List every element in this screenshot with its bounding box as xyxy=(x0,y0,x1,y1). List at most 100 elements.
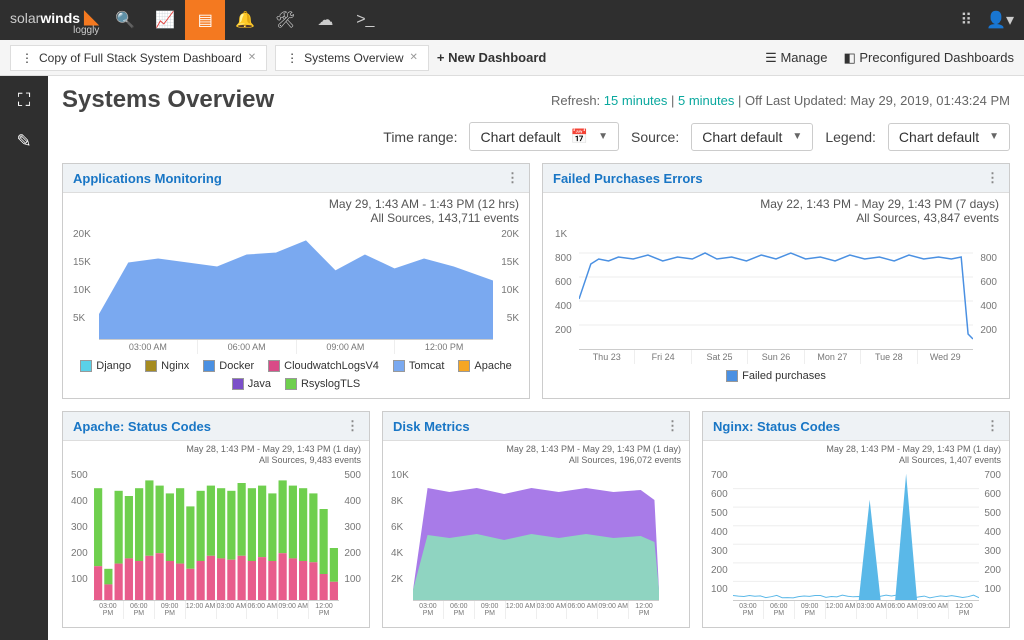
source-value: Chart default xyxy=(702,129,782,145)
panel-title[interactable]: Disk Metrics xyxy=(393,419,470,434)
refresh-off[interactable]: Off xyxy=(745,93,762,108)
xtick: Mon 27 xyxy=(805,350,861,364)
legend-label: Apache xyxy=(474,360,511,372)
panel-menu-icon[interactable]: ⋮ xyxy=(506,170,519,186)
panel-events: All Sources, 1,407 events xyxy=(711,455,1001,466)
ytick: 200 xyxy=(711,565,728,576)
panel-menu-icon[interactable]: ⋮ xyxy=(986,418,999,434)
topbar: solarwinds ◣ loggly 🔍 📈 ▤ 🔔 🛠 ☁ >_ ⠿ 👤▾ xyxy=(0,0,1024,40)
chart-icon[interactable]: 📈 xyxy=(145,0,185,40)
refresh-info: Refresh: 15 minutes | 5 minutes | Off La… xyxy=(551,93,1010,108)
legend-label: Legend: xyxy=(825,129,876,145)
fullscreen-icon[interactable]: ⛶ xyxy=(18,90,31,111)
ytick: 100 xyxy=(344,574,361,585)
panel-range: May 28, 1:43 PM - May 29, 1:43 PM (1 day… xyxy=(71,444,361,455)
bell-icon[interactable]: 🔔 xyxy=(225,0,265,40)
chevron-down-icon: ▼ xyxy=(598,131,608,142)
refresh-5m[interactable]: 5 minutes xyxy=(678,93,734,108)
page-title: Systems Overview xyxy=(62,86,274,114)
panel-events: All Sources, 143,711 events xyxy=(73,211,519,225)
swatch xyxy=(145,360,157,372)
chart-disk: 10K 8K 6K 4K 2K xyxy=(391,470,681,600)
xtick: 09:00 AM xyxy=(918,601,949,619)
cloud-icon[interactable]: ☁ xyxy=(305,0,345,40)
new-dashboard-button[interactable]: + New Dashboard xyxy=(437,50,546,65)
xtick: 03:00 PM xyxy=(93,601,124,619)
ytick: 200 xyxy=(344,548,361,559)
xaxis: 03:00 AM 06:00 AM 09:00 AM 12:00 PM xyxy=(99,339,493,354)
refresh-15m[interactable]: 15 minutes xyxy=(604,93,668,108)
ytick: 20K xyxy=(73,229,91,240)
manage-link[interactable]: ☰ Manage xyxy=(765,50,827,66)
user-icon[interactable]: 👤▾ xyxy=(986,10,1014,30)
legend-item[interactable]: Apache xyxy=(458,360,511,372)
source-select[interactable]: Chart default ▼ xyxy=(691,123,813,151)
legend-label: Failed purchases xyxy=(742,370,826,382)
panel-events: All Sources, 43,847 events xyxy=(553,211,999,225)
legend-select[interactable]: Chart default ▼ xyxy=(888,123,1010,151)
panel-title[interactable]: Applications Monitoring xyxy=(73,171,222,186)
legend-label: Tomcat xyxy=(409,360,444,372)
legend-item[interactable]: Django xyxy=(80,360,131,372)
legend-item[interactable]: Nginx xyxy=(145,360,189,372)
legend-label: Docker xyxy=(219,360,254,372)
legend-item[interactable]: Tomcat xyxy=(393,360,444,372)
dashboard-icon[interactable]: ▤ xyxy=(185,0,225,40)
ytick: 300 xyxy=(984,546,1001,557)
wrench-icon[interactable]: 🛠 xyxy=(265,0,305,40)
logo[interactable]: solarwinds ◣ loggly xyxy=(10,4,99,36)
xtick: 06:00 AM xyxy=(887,601,918,619)
apps-icon[interactable]: ⠿ xyxy=(960,10,972,30)
ytick: 400 xyxy=(555,301,572,312)
panel-menu-icon[interactable]: ⋮ xyxy=(346,418,359,434)
xtick: 06:00 AM xyxy=(567,601,598,619)
tab-systems-overview[interactable]: ⋮ Systems Overview ✕ xyxy=(275,45,429,71)
swatch xyxy=(726,370,738,382)
xtick: 06:00 AM xyxy=(198,340,297,354)
panel-title[interactable]: Failed Purchases Errors xyxy=(553,171,703,186)
xtick: 12:00 PM xyxy=(949,601,979,619)
panel-range: May 28, 1:43 PM - May 29, 1:43 PM (1 day… xyxy=(391,444,681,455)
tab-full-stack[interactable]: ⋮ Copy of Full Stack System Dashboard ✕ xyxy=(10,45,267,71)
legend-label: Nginx xyxy=(161,360,189,372)
search-icon[interactable]: 🔍 xyxy=(105,0,145,40)
nav-icons: 🔍 📈 ▤ 🔔 🛠 ☁ >_ xyxy=(105,0,385,40)
legend-label: RsyslogTLS xyxy=(301,378,360,390)
xtick: 03:00 AM xyxy=(537,601,568,619)
time-range-select[interactable]: Chart default 📅 ▼ xyxy=(469,122,619,151)
legend-item[interactable]: Docker xyxy=(203,360,254,372)
xtick: 06:00 PM xyxy=(444,601,475,619)
swatch xyxy=(203,360,215,372)
close-icon[interactable]: ✕ xyxy=(410,52,418,63)
close-icon[interactable]: ✕ xyxy=(248,52,256,63)
ytick: 200 xyxy=(71,548,88,559)
drag-icon: ⋮ xyxy=(21,51,33,65)
chart-apache: 500 500 400 400 300 300 200 200 100 100 xyxy=(71,470,361,600)
preconfigured-link[interactable]: ◧ Preconfigured Dashboards xyxy=(843,50,1014,66)
panel-menu-icon[interactable]: ⋮ xyxy=(986,170,999,186)
panel-title[interactable]: Apache: Status Codes xyxy=(73,419,211,434)
legend-item[interactable]: CloudwatchLogsV4 xyxy=(268,360,379,372)
panel-disk-metrics: Disk Metrics ⋮ May 28, 1:43 PM - May 29,… xyxy=(382,411,690,628)
ytick: 500 xyxy=(344,470,361,481)
ytick: 100 xyxy=(71,574,88,585)
xtick: 12:00 AM xyxy=(186,601,217,619)
chevron-down-icon: ▼ xyxy=(792,131,802,142)
ytick: 400 xyxy=(984,527,1001,538)
xtick: 12:00 PM xyxy=(629,601,659,619)
ytick: 10K xyxy=(501,285,519,296)
legend-item[interactable]: Java xyxy=(232,378,271,390)
ytick: 10K xyxy=(391,470,409,481)
panel-menu-icon[interactable]: ⋮ xyxy=(666,418,679,434)
panel-title[interactable]: Nginx: Status Codes xyxy=(713,419,840,434)
ytick: 300 xyxy=(344,522,361,533)
chevron-down-icon: ▼ xyxy=(989,131,999,142)
panel-nginx-status: Nginx: Status Codes ⋮ May 28, 1:43 PM - … xyxy=(702,411,1010,628)
edit-icon[interactable]: ✎ xyxy=(16,131,31,152)
main: Systems Overview Refresh: 15 minutes | 5… xyxy=(48,76,1024,640)
xtick: 03:00 AM xyxy=(217,601,248,619)
legend-item[interactable]: RsyslogTLS xyxy=(285,378,360,390)
terminal-icon[interactable]: >_ xyxy=(345,0,385,40)
xtick: 09:00 AM xyxy=(278,601,309,619)
drag-icon: ⋮ xyxy=(286,51,298,65)
